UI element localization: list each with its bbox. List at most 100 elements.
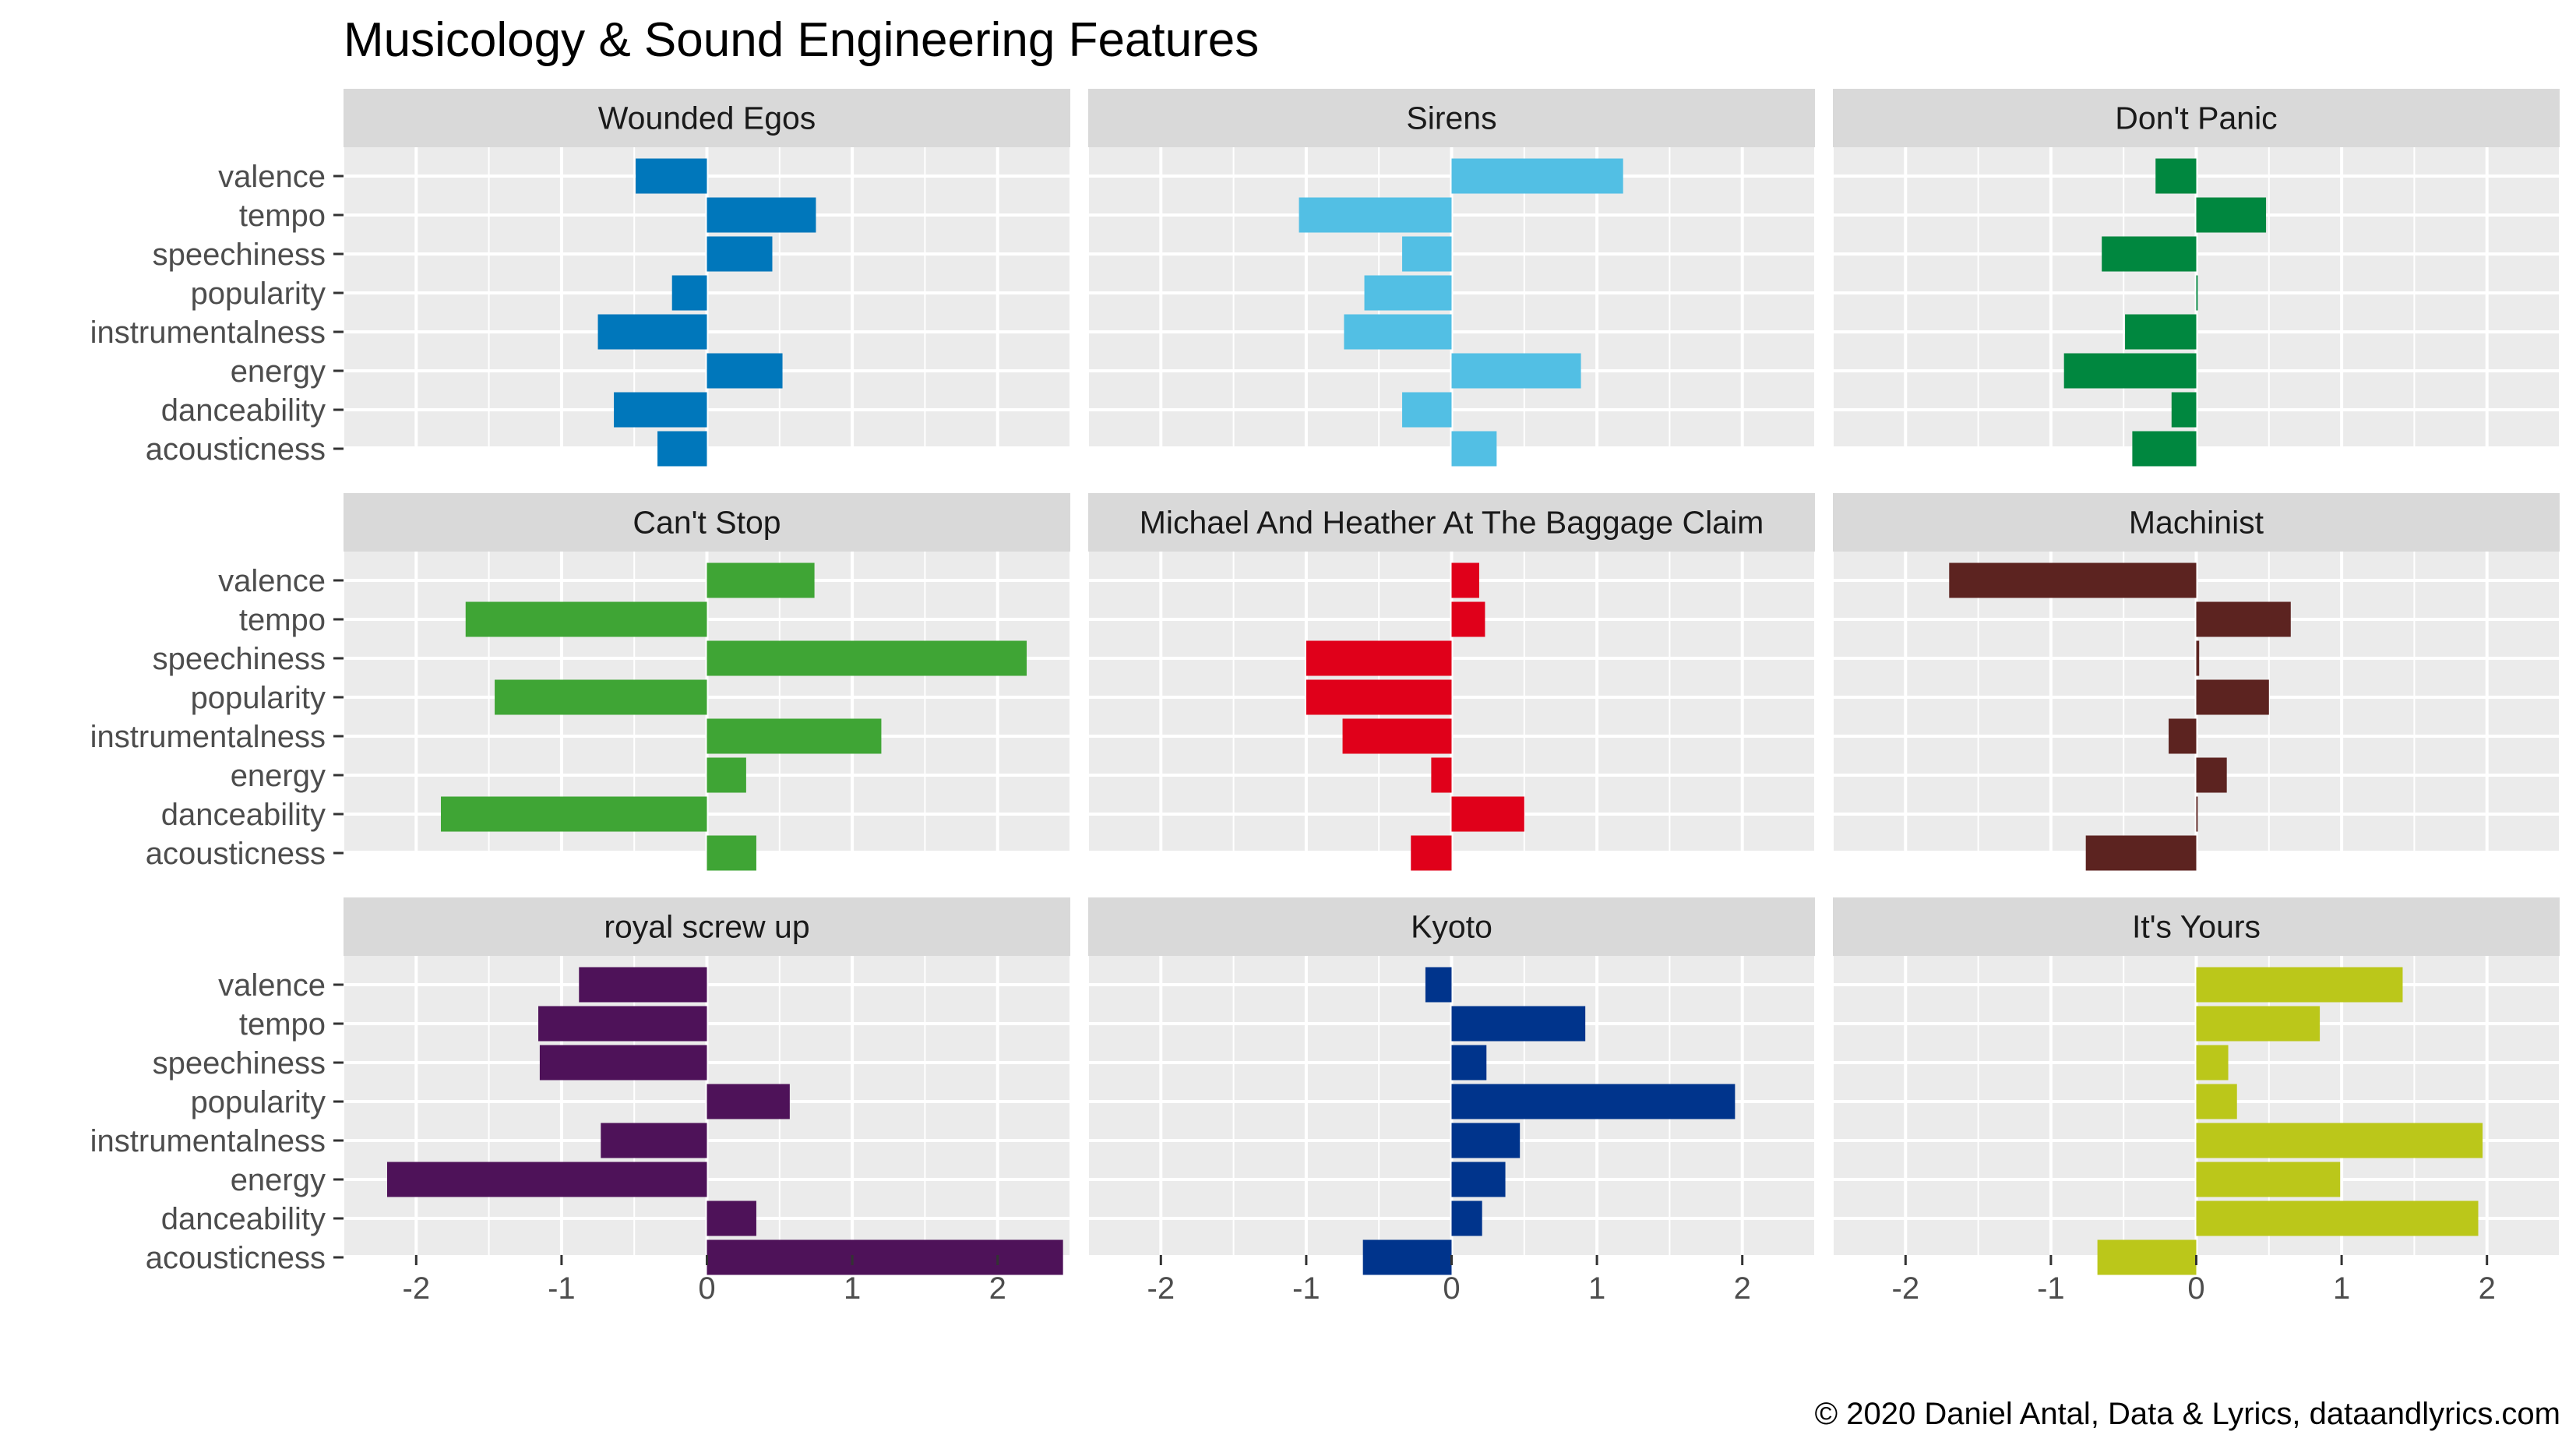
bar-instrumentalness bbox=[2125, 314, 2197, 350]
bar-instrumentalness bbox=[1344, 314, 1452, 350]
facet-strip-label: royal screw up bbox=[604, 909, 809, 945]
x-axis-tick-label: -1 bbox=[548, 1271, 576, 1306]
x-axis-tick-label: 1 bbox=[844, 1271, 861, 1306]
bar-popularity bbox=[2196, 275, 2198, 311]
bar-energy bbox=[2196, 757, 2227, 793]
facet-strip bbox=[1088, 897, 1815, 956]
facet-strip-label: Can't Stop bbox=[633, 505, 781, 541]
x-axis-tick-label: 0 bbox=[2187, 1271, 2204, 1306]
bar-tempo bbox=[1451, 601, 1485, 637]
y-axis-tick-label: tempo bbox=[239, 603, 326, 637]
facet-strip bbox=[344, 89, 1070, 147]
facet-strip bbox=[1833, 89, 2560, 147]
bar-tempo bbox=[465, 601, 707, 637]
bar-danceability bbox=[1402, 392, 1452, 428]
bar-energy bbox=[707, 757, 746, 793]
bar-valence bbox=[1949, 562, 2197, 598]
facet-strip-label: Kyoto bbox=[1411, 909, 1492, 945]
x-axis-tick-label: 2 bbox=[2479, 1271, 2496, 1306]
bar-tempo bbox=[707, 197, 816, 233]
facet-strip bbox=[344, 897, 1070, 956]
bar-valence bbox=[2155, 158, 2197, 194]
bar-energy bbox=[2063, 353, 2197, 389]
facet-panel: Kyoto -2 -1 0 1 2 bbox=[1087, 897, 1816, 1306]
facet-panels: Wounded Egos valence tempo speechiness popul… bbox=[90, 89, 2560, 1306]
bar-acousticness bbox=[707, 1239, 1063, 1275]
y-axis-tick-label: instrumentalness bbox=[90, 1124, 326, 1158]
bar-speechiness bbox=[707, 640, 1027, 676]
facet-strip-label: Machinist bbox=[2129, 505, 2264, 541]
bar-energy bbox=[1431, 757, 1452, 793]
facet-panel: Sirens bbox=[1087, 89, 1816, 467]
facet-strip bbox=[1833, 897, 2560, 956]
bar-energy bbox=[1451, 353, 1581, 389]
facet-panel: Don't Panic bbox=[1832, 89, 2560, 467]
y-axis-tick-label: popularity bbox=[191, 277, 326, 311]
x-axis-tick-label: 0 bbox=[698, 1271, 715, 1306]
bar-acousticness bbox=[657, 431, 707, 467]
bar-danceability bbox=[441, 796, 707, 832]
bar-speechiness bbox=[1451, 1045, 1487, 1081]
y-axis-tick-label: danceability bbox=[161, 798, 326, 832]
y-axis-tick-label: energy bbox=[231, 1163, 326, 1197]
y-axis-tick-label: instrumentalness bbox=[90, 720, 326, 754]
chart-caption: © 2020 Daniel Antal, Data & Lyrics, data… bbox=[1815, 1397, 2560, 1431]
facet-panel: Can't Stop valence tempo speechiness popular… bbox=[90, 493, 1071, 871]
bar-speechiness bbox=[2196, 640, 2200, 676]
bar-popularity bbox=[707, 1084, 790, 1119]
y-axis-tick-label: popularity bbox=[191, 681, 326, 715]
bar-popularity bbox=[1451, 1084, 1736, 1119]
y-axis-tick-label: energy bbox=[231, 759, 326, 793]
bar-speechiness bbox=[1306, 640, 1452, 676]
bar-danceability bbox=[1451, 796, 1524, 832]
x-axis-tick-label: 1 bbox=[1588, 1271, 1605, 1306]
facet-strip-label: Wounded Egos bbox=[598, 100, 816, 136]
facet-panel: royal screw up valence tempo speechiness pop… bbox=[90, 897, 1071, 1306]
bar-tempo bbox=[1299, 197, 1452, 233]
bar-acousticness bbox=[1451, 431, 1497, 467]
facet-strip-label: Sirens bbox=[1406, 100, 1496, 136]
y-axis-tick-label: instrumentalness bbox=[90, 316, 326, 350]
y-axis-tick-label: tempo bbox=[239, 1007, 326, 1042]
bar-acousticness bbox=[2097, 1239, 2197, 1275]
facet-panel: Machinist bbox=[1832, 493, 2560, 871]
chart-title: Musicology & Sound Engineering Features bbox=[344, 13, 1259, 67]
bar-instrumentalness bbox=[597, 314, 707, 350]
x-axis-tick-label: 1 bbox=[2333, 1271, 2350, 1306]
bar-valence bbox=[1451, 562, 1479, 598]
bar-danceability bbox=[2196, 1200, 2479, 1236]
bar-danceability bbox=[1451, 1200, 1482, 1236]
bar-energy bbox=[707, 353, 783, 389]
bar-tempo bbox=[2196, 601, 2291, 637]
y-axis-tick-label: energy bbox=[231, 354, 326, 389]
bar-acousticness bbox=[2132, 431, 2197, 467]
y-axis-tick-label: valence bbox=[218, 564, 326, 598]
y-axis-tick-label: valence bbox=[218, 160, 326, 194]
facet-panel: Wounded Egos valence tempo speechiness popul… bbox=[90, 89, 1071, 467]
facet-strip bbox=[1088, 89, 1815, 147]
bar-danceability bbox=[2171, 392, 2197, 428]
bar-popularity bbox=[2196, 1084, 2237, 1119]
y-axis-tick-label: acousticness bbox=[146, 1241, 326, 1275]
bar-instrumentalness bbox=[2196, 1123, 2483, 1158]
bar-instrumentalness bbox=[1451, 1123, 1521, 1158]
bar-speechiness bbox=[1402, 236, 1452, 272]
x-axis-tick-label: 2 bbox=[989, 1271, 1006, 1306]
y-axis-tick-label: speechiness bbox=[153, 238, 326, 272]
bar-popularity bbox=[495, 679, 707, 715]
facet-panel: It's Yours -2 -1 0 1 2 bbox=[1832, 897, 2560, 1306]
bar-speechiness bbox=[2196, 1045, 2229, 1081]
x-axis-tick-label: -2 bbox=[1147, 1271, 1175, 1306]
bar-valence bbox=[1425, 967, 1452, 1003]
bar-instrumentalness bbox=[2169, 718, 2197, 754]
bar-tempo bbox=[538, 1006, 707, 1042]
bar-popularity bbox=[1306, 679, 1452, 715]
facet-strip-label: It's Yours bbox=[2132, 909, 2261, 945]
bar-instrumentalness bbox=[1342, 718, 1452, 754]
bar-valence bbox=[636, 158, 707, 194]
bar-danceability bbox=[707, 1200, 756, 1236]
y-axis-tick-label: tempo bbox=[239, 199, 326, 233]
facet-strip bbox=[1833, 493, 2560, 552]
bar-acousticness bbox=[1362, 1239, 1452, 1275]
bar-valence bbox=[2196, 967, 2403, 1003]
